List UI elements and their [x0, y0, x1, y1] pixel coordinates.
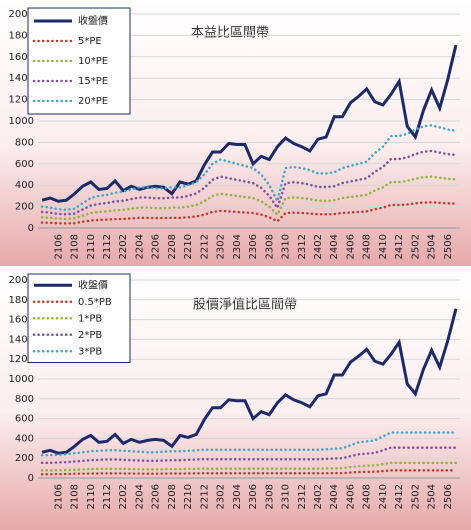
x-tick-label: 2504: [427, 234, 438, 259]
legend-label: 10*PE: [78, 56, 108, 67]
legend-label: 20*PE: [78, 96, 108, 107]
x-tick-label: 2402: [313, 234, 324, 259]
series-line: [41, 308, 458, 455]
y-tick-label: 200: [15, 202, 34, 213]
legend-label: 15*PE: [78, 76, 108, 87]
x-tick-label: 2404: [329, 484, 340, 509]
y-tick-label: 800: [15, 137, 34, 148]
x-tick-label: 2302: [216, 234, 227, 259]
legend-label: 收盤價: [78, 278, 108, 291]
x-tick-label: 2506: [443, 234, 454, 259]
y-tick-label: 1200: [9, 354, 34, 365]
x-tick-label: 2312: [297, 484, 308, 509]
x-tick-label: 2504: [427, 484, 438, 509]
legend-label: 1*PB: [78, 313, 102, 324]
x-tick-label: 2406: [345, 484, 356, 509]
y-tick-label: 400: [15, 180, 34, 191]
y-tick-label: 1200: [9, 95, 34, 106]
chart: 本益比區間帶 0 200 400 600 800 1000 1200 1400 1600 1800…: [0, 0, 471, 266]
y-tick-label: 200: [15, 453, 34, 464]
chart: 股價淨值比區間帶 0 200 400 600 800 1000 1200 1400 1600 18…: [0, 268, 471, 530]
x-tick-label: 2308: [264, 484, 275, 509]
series-line: [40, 124, 458, 212]
x-tick-label: 2310: [281, 234, 292, 259]
y-tick-label: 600: [15, 159, 34, 170]
x-tick-label: 2206: [151, 234, 162, 259]
x-tick-label: 2310: [281, 484, 292, 509]
y-tick-label: 1400: [9, 334, 34, 345]
x-tick-label: 2406: [345, 234, 356, 259]
y-tick-label: 1400: [9, 73, 34, 84]
legend-label: 5*PE: [78, 36, 102, 47]
x-tick-label: 2202: [118, 484, 129, 509]
legend-label: 2*PB: [78, 330, 102, 341]
y-tick-label: 1600: [9, 315, 34, 326]
legend-box: [27, 273, 131, 363]
x-tick-label: 2304: [232, 484, 243, 509]
series-line: [40, 201, 458, 225]
x-tick-label: 2412: [394, 484, 405, 509]
y-tick-label: 1600: [9, 52, 34, 63]
x-tick-label: 2204: [134, 484, 145, 509]
x-tick-label: 2110: [86, 234, 97, 259]
x-tick-label: 2306: [248, 234, 259, 259]
x-tick-label: 2212: [199, 234, 210, 259]
x-tick-label: 2112: [102, 484, 113, 509]
x-tick-label: 2212: [199, 484, 210, 509]
x-tick-label: 2108: [70, 234, 81, 259]
x-tick-label: 2410: [378, 484, 389, 509]
y-tick-label: 400: [15, 433, 34, 444]
y-tick-label: 800: [15, 394, 34, 405]
y-tick-label: 2000: [9, 9, 34, 20]
x-tick-label: 2210: [183, 484, 194, 509]
x-tick-label: 2106: [53, 234, 64, 259]
x-tick-label: 2312: [297, 234, 308, 259]
y-tick-label: 1800: [9, 30, 34, 41]
series-line: [40, 446, 458, 465]
legend-box: [27, 7, 131, 115]
y-tick-label: 0: [28, 473, 34, 484]
x-tick-label: 2112: [102, 234, 113, 259]
x-tick-label: 2208: [167, 234, 178, 259]
y-tick-label: 1800: [9, 295, 34, 306]
x-tick-label: 2502: [410, 484, 421, 509]
x-tick-label: 2306: [248, 484, 259, 509]
y-tick-label: 600: [15, 414, 34, 425]
legend-label: 收盤價: [78, 14, 108, 27]
series-line: [40, 149, 458, 216]
series-line: [40, 461, 458, 472]
legend-label: 3*PB: [78, 346, 102, 357]
x-tick-label: 2502: [410, 234, 421, 259]
x-tick-label: 2204: [134, 234, 145, 259]
x-tick-label: 2106: [53, 484, 64, 509]
y-tick-label: 1000: [9, 374, 34, 385]
legend-label: 0.5*PB: [78, 297, 112, 308]
x-tick-label: 2210: [183, 234, 194, 259]
x-tick-label: 2110: [86, 484, 97, 509]
x-tick-label: 2308: [264, 234, 275, 259]
x-tick-label: 2412: [394, 234, 405, 259]
chart-title: 本益比區間帶: [191, 26, 269, 41]
x-tick-label: 2302: [216, 484, 227, 509]
series-line: [41, 44, 458, 203]
x-tick-label: 2202: [118, 234, 129, 259]
x-tick-label: 2506: [443, 484, 454, 509]
x-tick-label: 2208: [167, 484, 178, 509]
series-line: [40, 431, 458, 457]
x-tick-label: 2206: [151, 484, 162, 509]
x-tick-label: 2402: [313, 484, 324, 509]
x-tick-label: 2108: [70, 484, 81, 509]
series-line: [40, 469, 458, 476]
x-tick-label: 2404: [329, 234, 340, 259]
x-tick-label: 2410: [378, 234, 389, 259]
x-tick-label: 2304: [232, 234, 243, 259]
series-line: [40, 175, 458, 221]
x-tick-label: 2408: [362, 484, 373, 509]
chart-title: 股價淨值比區間帶: [193, 297, 297, 313]
y-tick-label: 2000: [9, 275, 34, 286]
y-tick-label: 0: [28, 223, 34, 234]
x-tick-label: 2408: [362, 234, 373, 259]
y-tick-label: 1000: [9, 116, 34, 127]
